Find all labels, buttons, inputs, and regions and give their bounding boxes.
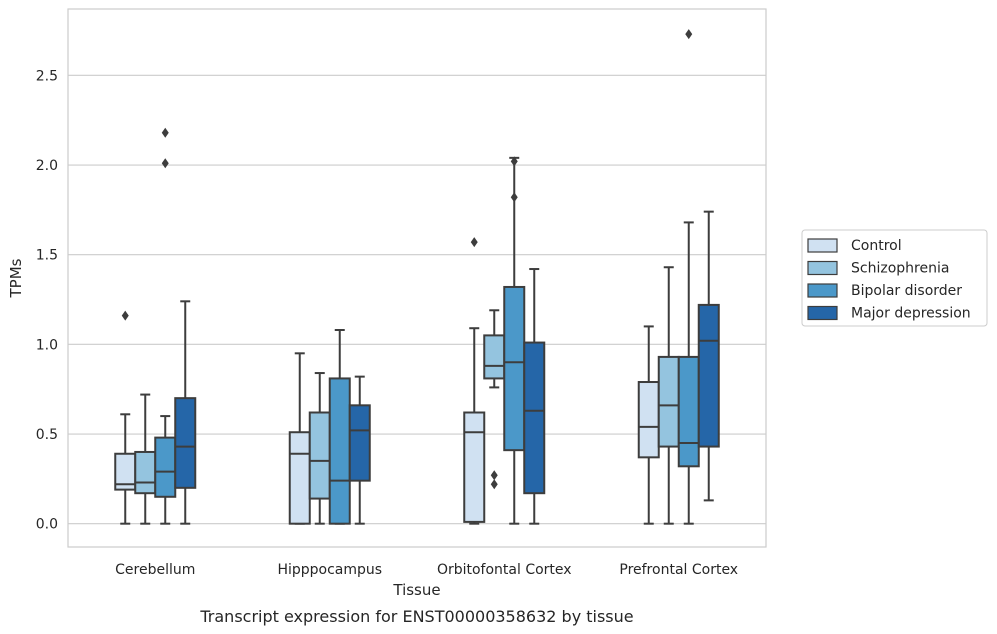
legend-label: Control [851, 238, 902, 254]
legend-item: Control [807, 238, 902, 254]
legend-label: Major depression [851, 306, 971, 322]
box-control [463, 237, 486, 525]
box-major-depression [697, 210, 720, 502]
legend-swatch [807, 283, 838, 298]
x-tick-label: Orbitofontal Cortex [437, 562, 572, 578]
iqr-box [288, 431, 311, 525]
legend: Control Schizophrenia Bipolar disorder Majo… [801, 229, 988, 327]
legend-item: Major depression [807, 305, 971, 322]
iqr-box [637, 381, 660, 459]
iqr-box [154, 436, 177, 498]
iqr-box [697, 303, 720, 448]
iqr-box [503, 285, 526, 452]
iqr-box [328, 377, 351, 525]
iqr-box [523, 341, 546, 495]
outlier-point [510, 192, 518, 203]
box-groups [114, 29, 720, 525]
y-axis-label: TPMs [7, 258, 25, 298]
iqr-box [483, 334, 506, 380]
chart-caption: Transcript expression for ENST0000035863… [199, 607, 633, 626]
box-schizophrenia [483, 309, 506, 490]
legend-label: Schizophrenia [851, 261, 949, 277]
legend-item: Bipolar disorder [807, 283, 962, 299]
iqr-box [463, 411, 486, 523]
outlier-point [510, 156, 518, 167]
box-major-depression [523, 268, 546, 525]
plot-frame [67, 8, 767, 548]
outlier-point [161, 158, 169, 169]
y-tick-label: 0.0 [36, 517, 58, 533]
iqr-box [677, 355, 700, 468]
y-tick-label: 0.5 [36, 427, 58, 443]
x-tick-label: Hipppocampus [277, 562, 382, 578]
iqr-box [348, 404, 371, 482]
y-tick-label: 1.5 [36, 248, 58, 264]
box-bipolar-disorder [677, 29, 700, 525]
iqr-box [308, 411, 331, 500]
y-tick-label: 2.0 [36, 158, 58, 174]
outlier-point [161, 127, 169, 138]
legend-item: Schizophrenia [807, 260, 949, 277]
iqr-box [657, 355, 680, 448]
x-tick-labels: Cerebellum Hipppocampus Orbitofontal Corte… [115, 562, 738, 578]
y-tick-label: 1.0 [36, 337, 58, 353]
legend-swatch [807, 238, 838, 253]
legend-frame [801, 229, 988, 327]
y-tick-labels: 0.0 0.5 1.0 1.5 2.0 2.5 [36, 68, 58, 532]
outlier-point [121, 310, 129, 321]
box-major-depression [174, 300, 197, 525]
x-axis-label: Tissue [392, 581, 440, 599]
y-tick-label: 2.5 [36, 68, 58, 84]
box-control [114, 310, 137, 525]
outlier-point [490, 479, 498, 490]
iqr-box [134, 450, 157, 495]
iqr-box [174, 397, 197, 489]
outlier-point [470, 237, 478, 248]
legend-swatch [807, 260, 838, 276]
legend-swatch [807, 305, 838, 321]
x-tick-label: Prefrontal Cortex [619, 562, 738, 578]
box-control [637, 325, 660, 525]
x-tick-label: Cerebellum [115, 562, 195, 578]
outlier-point [490, 470, 498, 481]
outlier-point [685, 29, 693, 40]
legend-label: Bipolar disorder [851, 283, 962, 299]
box-major-depression [348, 375, 371, 525]
